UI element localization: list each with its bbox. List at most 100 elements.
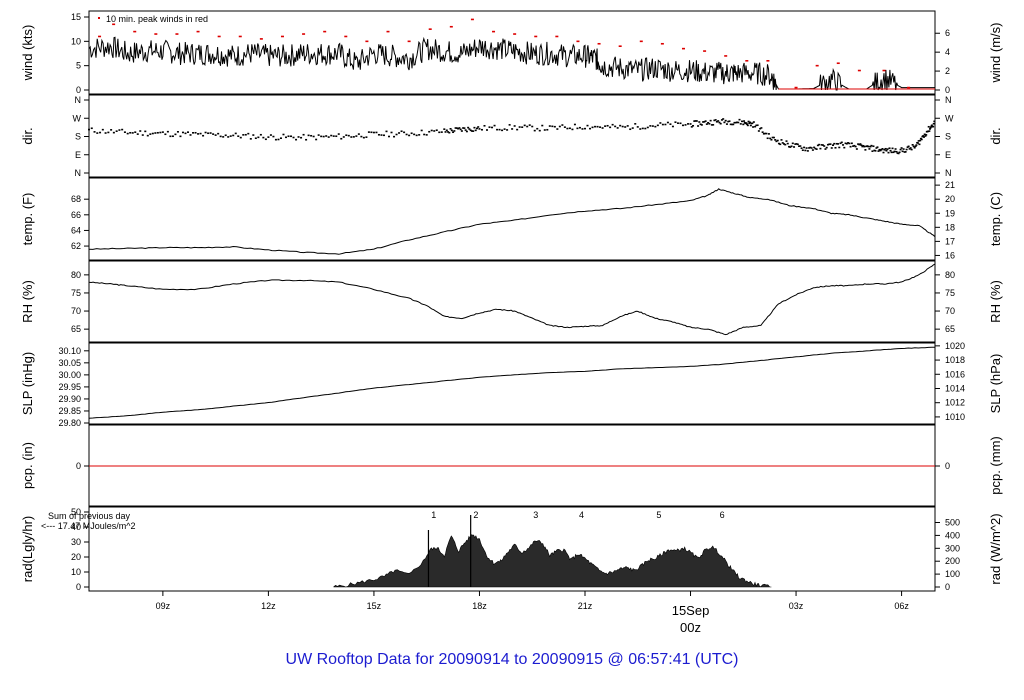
dir-point <box>842 144 845 146</box>
dir-point <box>743 120 746 122</box>
dir-point <box>854 145 857 148</box>
dir-point <box>784 143 787 146</box>
dir-point <box>370 131 373 134</box>
dir-point <box>518 126 521 128</box>
slp-y2tick-label: 1014 <box>945 383 965 393</box>
dir-point <box>619 124 622 127</box>
dir-point <box>828 143 831 146</box>
dir-point <box>805 147 808 149</box>
dir-point <box>892 151 895 154</box>
dir-point <box>164 133 167 136</box>
rad-annotation-line1: Sum of previous day <box>48 511 131 521</box>
dir-point <box>156 131 159 134</box>
dir-point <box>136 133 139 135</box>
wind-peak-mark <box>576 40 580 43</box>
dir-point <box>403 131 406 134</box>
dir-point <box>410 132 413 135</box>
dir-point <box>110 129 113 131</box>
temp-ytick-label: 64 <box>71 225 81 235</box>
dir-point <box>901 150 904 153</box>
dir-point <box>418 134 421 136</box>
dir-point <box>885 149 888 152</box>
dir-point <box>852 145 855 147</box>
dir-point <box>480 128 483 131</box>
wind-peak-mark <box>492 30 496 33</box>
dir-point <box>826 143 829 146</box>
rh-y2tick-label: 70 <box>945 306 955 316</box>
dir-point <box>467 126 470 129</box>
dir-point <box>444 131 447 133</box>
wind-ylabel: wind (kts) <box>20 25 35 82</box>
dir-point <box>217 132 220 135</box>
dir-point <box>445 129 448 132</box>
midnight-label: 00z <box>680 620 701 635</box>
dir-y2tick-label: S <box>945 132 951 142</box>
dir-point <box>596 125 599 128</box>
dir-point <box>453 130 456 132</box>
dir-point <box>443 128 446 130</box>
dir-point <box>893 150 896 153</box>
dir-point <box>279 137 282 140</box>
slp-y2tick-label: 1012 <box>945 398 965 408</box>
dir-point <box>126 132 129 135</box>
dir-point <box>733 121 736 124</box>
dir-point <box>746 123 749 125</box>
wind-peak-mark <box>386 30 390 33</box>
slp-ytick-label: 29.80 <box>58 418 81 428</box>
dir-point <box>785 140 788 142</box>
dir-point <box>871 150 874 153</box>
dir-point <box>741 120 744 123</box>
dir-point <box>888 147 891 149</box>
wind-peak-mark <box>98 35 102 38</box>
dir-point <box>751 122 754 125</box>
dir-point <box>134 131 137 133</box>
dir-point <box>312 135 315 138</box>
dir-point <box>794 143 797 145</box>
wind-peak-mark <box>857 69 861 72</box>
dir-point <box>754 125 757 128</box>
dir-point <box>780 139 783 141</box>
dir-point <box>654 125 657 128</box>
dir-point <box>506 129 509 131</box>
dir-point <box>882 151 885 154</box>
dir-point <box>876 146 879 148</box>
dir-point <box>833 142 836 145</box>
dir-point <box>774 139 777 141</box>
wind-peak-mark <box>428 28 432 30</box>
dir-point <box>589 127 592 130</box>
dir-point <box>99 131 102 134</box>
wind-peak-mark <box>794 86 798 89</box>
dir-point <box>697 125 700 127</box>
dir-point <box>594 125 597 128</box>
dir-point <box>911 144 914 146</box>
dir-point <box>161 131 164 133</box>
dir-point <box>104 132 107 134</box>
dir-point <box>405 133 408 136</box>
dir-point <box>739 123 742 125</box>
wind-peak-mark <box>597 42 601 45</box>
dir-point <box>375 131 378 134</box>
dir-point <box>413 133 416 136</box>
dir-point <box>347 134 350 137</box>
dir-point <box>636 126 639 128</box>
dir-point <box>558 125 561 128</box>
rh-y2label: RH (%) <box>988 280 1003 323</box>
wind-peak-mark <box>407 40 411 43</box>
dir-point <box>609 126 612 129</box>
dir-point <box>924 135 927 137</box>
dir-point <box>96 132 99 134</box>
dir-point <box>184 132 187 135</box>
dir-point <box>204 131 207 134</box>
slp-y2tick-label: 1018 <box>945 355 965 365</box>
dir-point <box>473 126 476 129</box>
dir-point <box>568 127 571 130</box>
dir-point <box>679 122 682 125</box>
dir-point <box>811 149 814 151</box>
dir-point <box>903 151 906 153</box>
dir-point <box>915 144 918 146</box>
dir-point <box>491 126 494 129</box>
wind-peak-mark <box>280 35 284 38</box>
pcp-ytick-label: 0 <box>76 461 81 471</box>
dir-point <box>469 129 472 132</box>
dir-point <box>295 138 298 141</box>
